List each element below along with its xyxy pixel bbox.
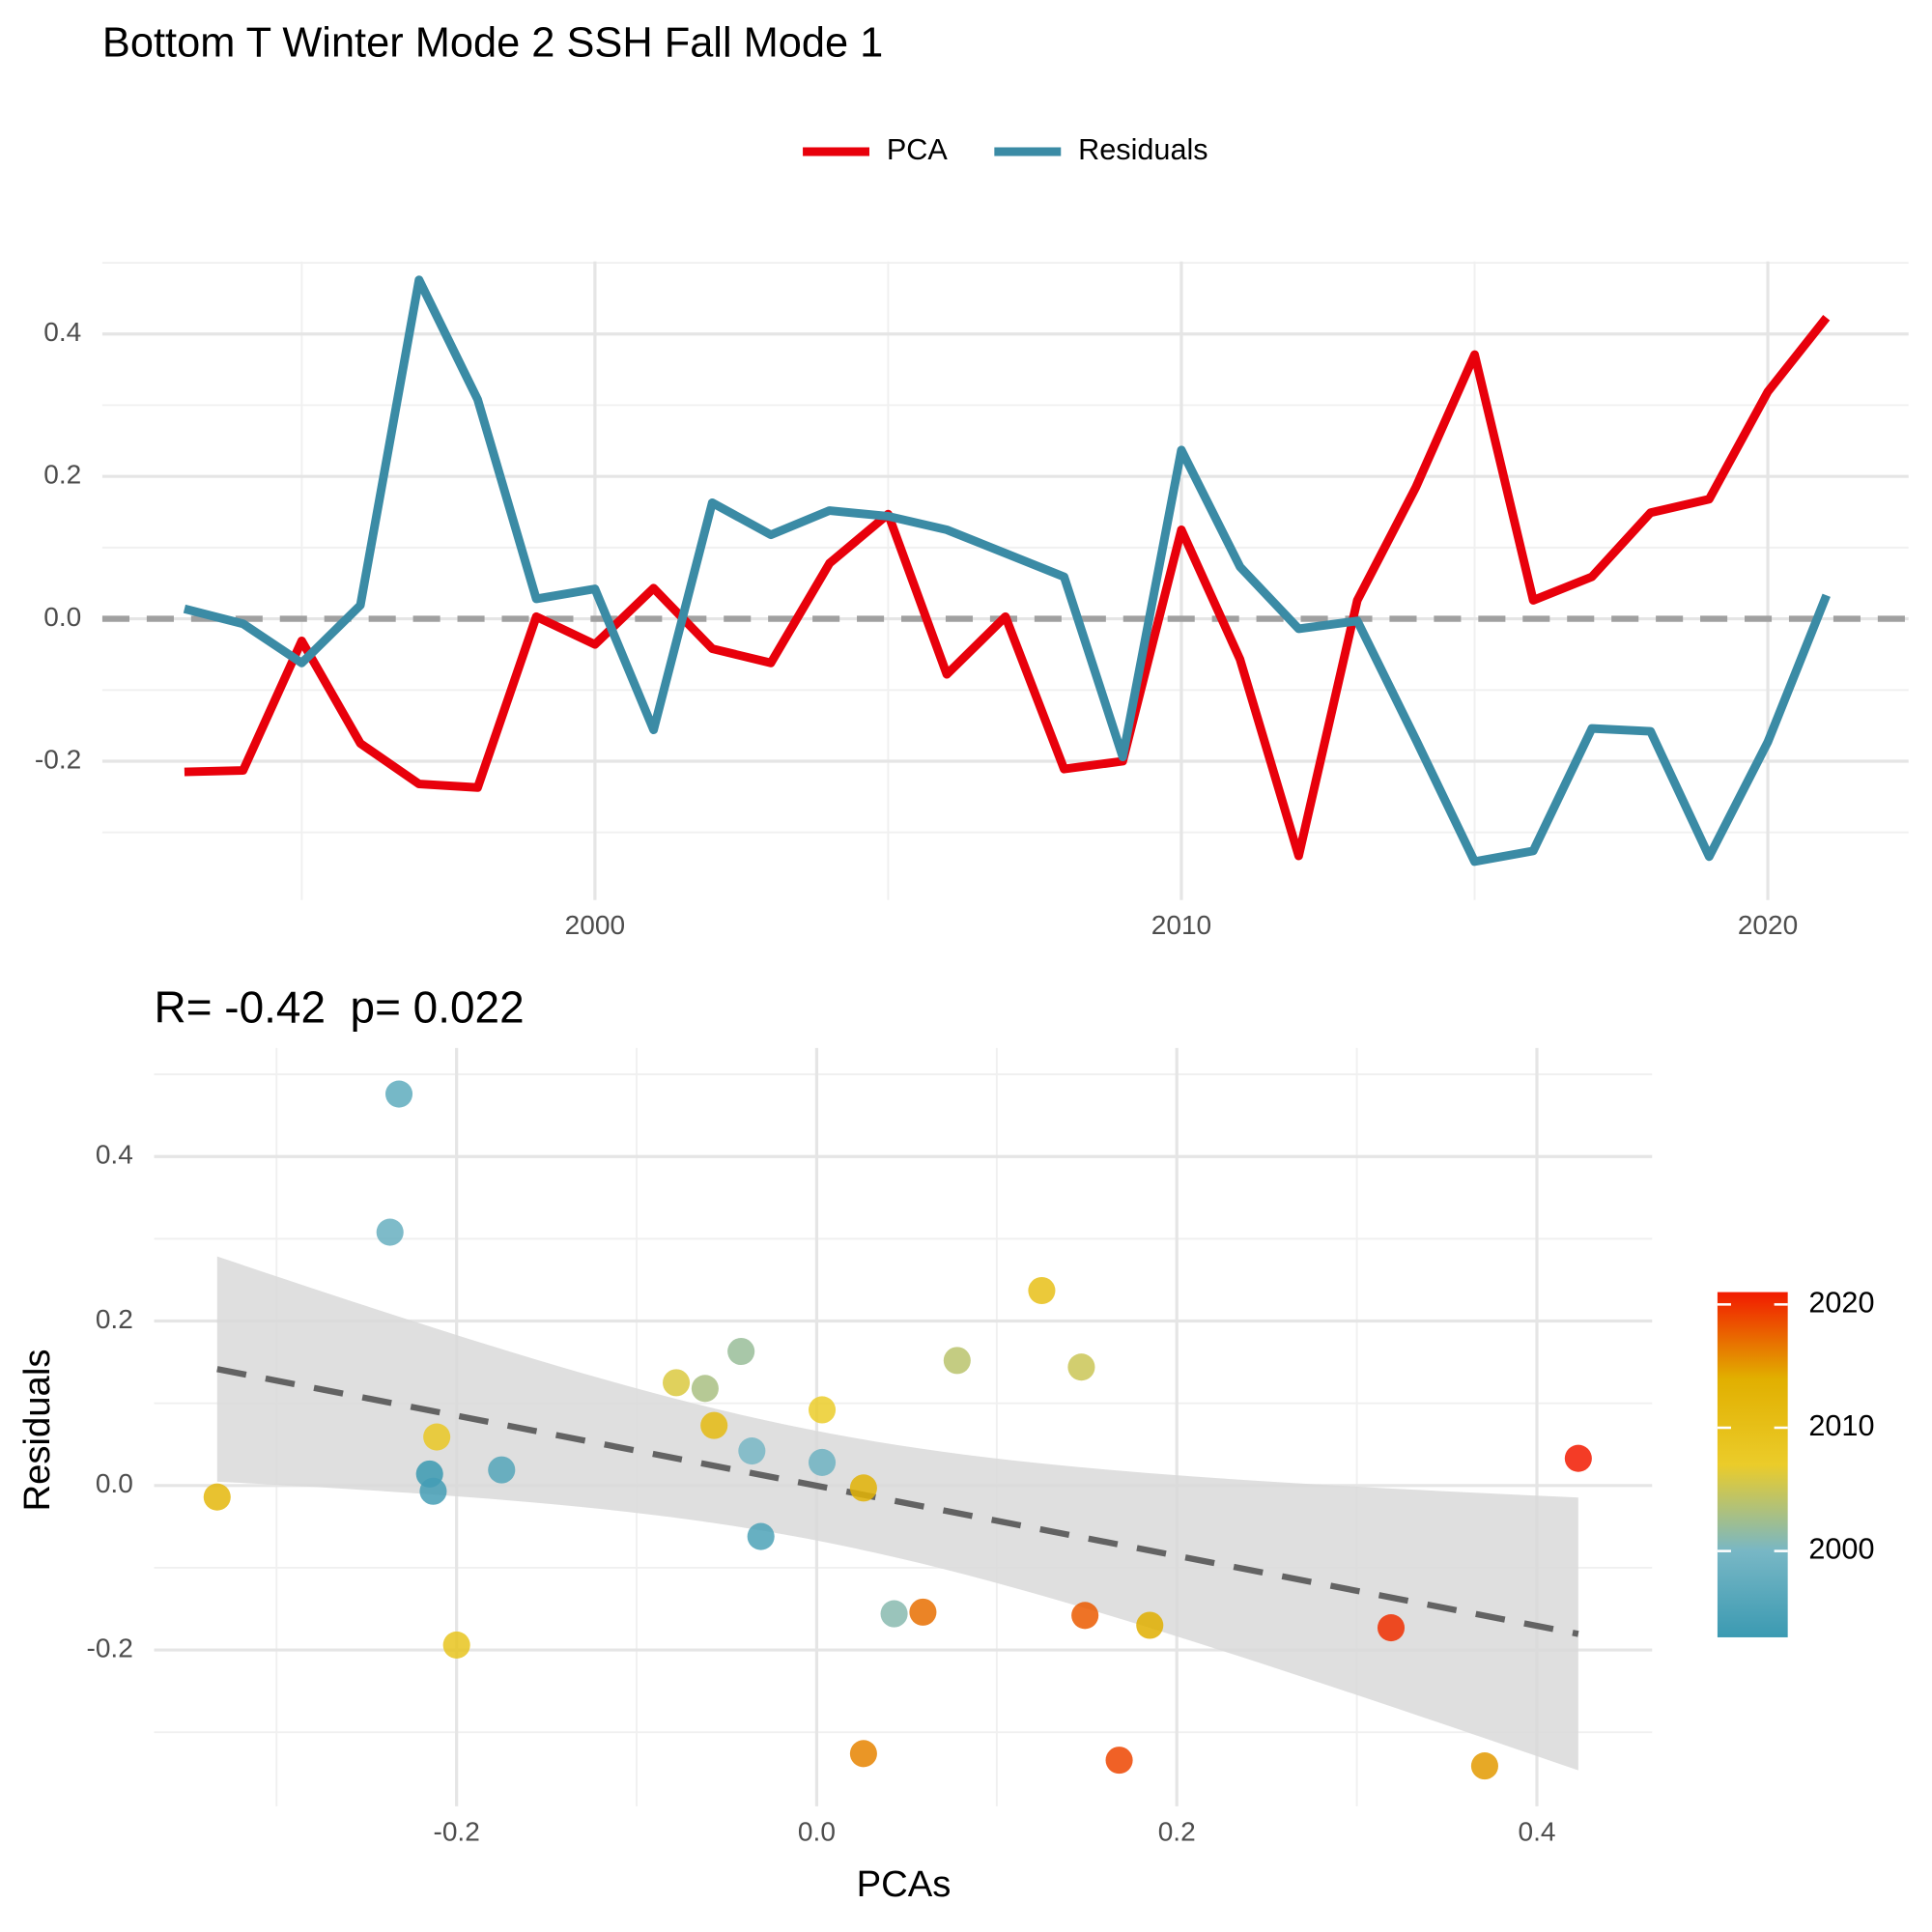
x-tick-label: 2000 (565, 910, 625, 940)
data-line (184, 315, 1831, 861)
chart-title: Bottom T Winter Mode 2 SSH Fall Mode 1 (102, 20, 883, 67)
x-tick-label: 0.2 (1158, 1816, 1196, 1846)
colorbar-label: 2020 (1808, 1286, 1874, 1319)
scatter-title: R= -0.42 p= 0.022 (155, 982, 525, 1033)
scatter-point (880, 1600, 908, 1628)
scatter-point (488, 1456, 516, 1484)
colorbar-label: 2010 (1808, 1409, 1874, 1442)
scatter-point (203, 1483, 231, 1511)
scatter-point (849, 1474, 877, 1502)
scatter-point (663, 1369, 691, 1397)
confidence-band (216, 1256, 1578, 1771)
scatter-point (384, 1080, 413, 1108)
colorbar (1717, 1292, 1788, 1637)
legend-label: PCA (887, 133, 949, 166)
scatter-point (727, 1337, 755, 1366)
scatter-point (1105, 1747, 1133, 1775)
scatter-point (808, 1396, 837, 1424)
scatter-point (747, 1522, 775, 1550)
scatter-point (1067, 1353, 1095, 1381)
colorbar-label: 2000 (1808, 1533, 1874, 1566)
scatter-point (1377, 1614, 1406, 1642)
scatter-point (808, 1448, 837, 1476)
y-tick-label: 0.2 (96, 1304, 133, 1334)
scatter-point (376, 1218, 404, 1246)
y-tick-label: 0.4 (43, 317, 81, 347)
x-axis-label: PCAs (857, 1863, 952, 1905)
y-axis-label: Residuals (16, 1350, 58, 1512)
x-tick-label: 2020 (1738, 910, 1798, 940)
scatter-point (1470, 1752, 1498, 1780)
y-tick-label: 0.2 (43, 460, 81, 490)
scatter-point (1136, 1611, 1164, 1639)
y-tick-label: 0.4 (96, 1140, 133, 1170)
legend-label: Residuals (1078, 133, 1208, 166)
scatter-point (738, 1436, 766, 1465)
y-tick-label: 0.0 (96, 1468, 133, 1498)
y-tick-label: -0.2 (86, 1633, 132, 1662)
y-tick-label: 0.0 (43, 602, 81, 632)
x-tick-label: 0.4 (1518, 1816, 1555, 1846)
fit-line (216, 1366, 1579, 1637)
x-tick-label: 0.0 (798, 1816, 836, 1846)
data-line (183, 275, 1831, 867)
scatter-point (442, 1631, 470, 1659)
legend: PCA Residuals (803, 133, 1208, 166)
y-tick-label: -0.2 (35, 744, 81, 774)
scatter-point (943, 1347, 971, 1375)
scatter-point (1071, 1602, 1099, 1630)
x-tick-label: 2010 (1151, 910, 1211, 940)
scatter-point (419, 1477, 447, 1505)
scatter-point (849, 1740, 877, 1768)
scatter-point (909, 1598, 937, 1626)
scatter-point (700, 1411, 728, 1439)
scatter-point (691, 1375, 719, 1403)
x-tick-label: -0.2 (433, 1816, 479, 1846)
scatter-point (1564, 1444, 1592, 1472)
scatter-point (1028, 1276, 1056, 1305)
scatter-point (423, 1423, 451, 1451)
